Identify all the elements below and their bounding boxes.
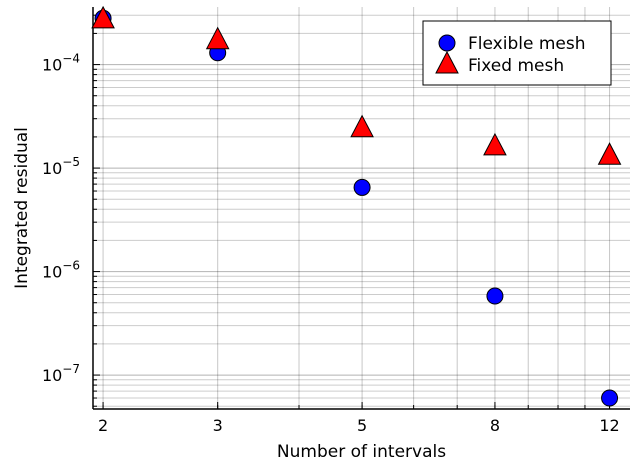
x-tick-label: 8 bbox=[490, 416, 500, 435]
tick-labels: 2 3 5 8 12 10−7 10−6 10−5 10−4 bbox=[42, 52, 620, 435]
legend-box bbox=[422, 20, 612, 86]
fixed-mesh-point bbox=[483, 132, 507, 156]
x-tick-label: 2 bbox=[98, 416, 108, 435]
y-tick-label: 10−7 bbox=[42, 362, 80, 385]
flexible-mesh-point bbox=[353, 178, 371, 196]
y-tick-label: 10−5 bbox=[42, 155, 80, 178]
legend-marker-flexible-mesh bbox=[438, 34, 456, 52]
x-tick-label: 12 bbox=[599, 416, 619, 435]
data-series bbox=[91, 5, 622, 407]
y-tick-label: 10−6 bbox=[42, 259, 80, 282]
fixed-mesh-point bbox=[205, 26, 230, 50]
series-fixed-mesh bbox=[91, 5, 622, 165]
legend-label-flexible-mesh: Flexible mesh bbox=[468, 34, 585, 54]
fixed-mesh-point bbox=[91, 5, 115, 29]
legend-label-fixed-mesh: Fixed mesh bbox=[468, 56, 564, 76]
axes bbox=[92, 7, 630, 410]
y-axis-title: Integrated residual bbox=[12, 127, 32, 289]
fixed-mesh-point bbox=[597, 142, 622, 165]
legend-marker-fixed-mesh bbox=[435, 50, 459, 74]
flexible-mesh-point bbox=[486, 287, 504, 305]
x-tick-label: 5 bbox=[357, 416, 367, 435]
x-tick-label: 3 bbox=[213, 416, 223, 435]
flexible-mesh-point bbox=[601, 389, 619, 407]
x-axis-title: Number of intervals bbox=[277, 442, 446, 462]
fixed-mesh-point bbox=[350, 114, 374, 138]
y-tick-label: 10−4 bbox=[42, 52, 80, 75]
